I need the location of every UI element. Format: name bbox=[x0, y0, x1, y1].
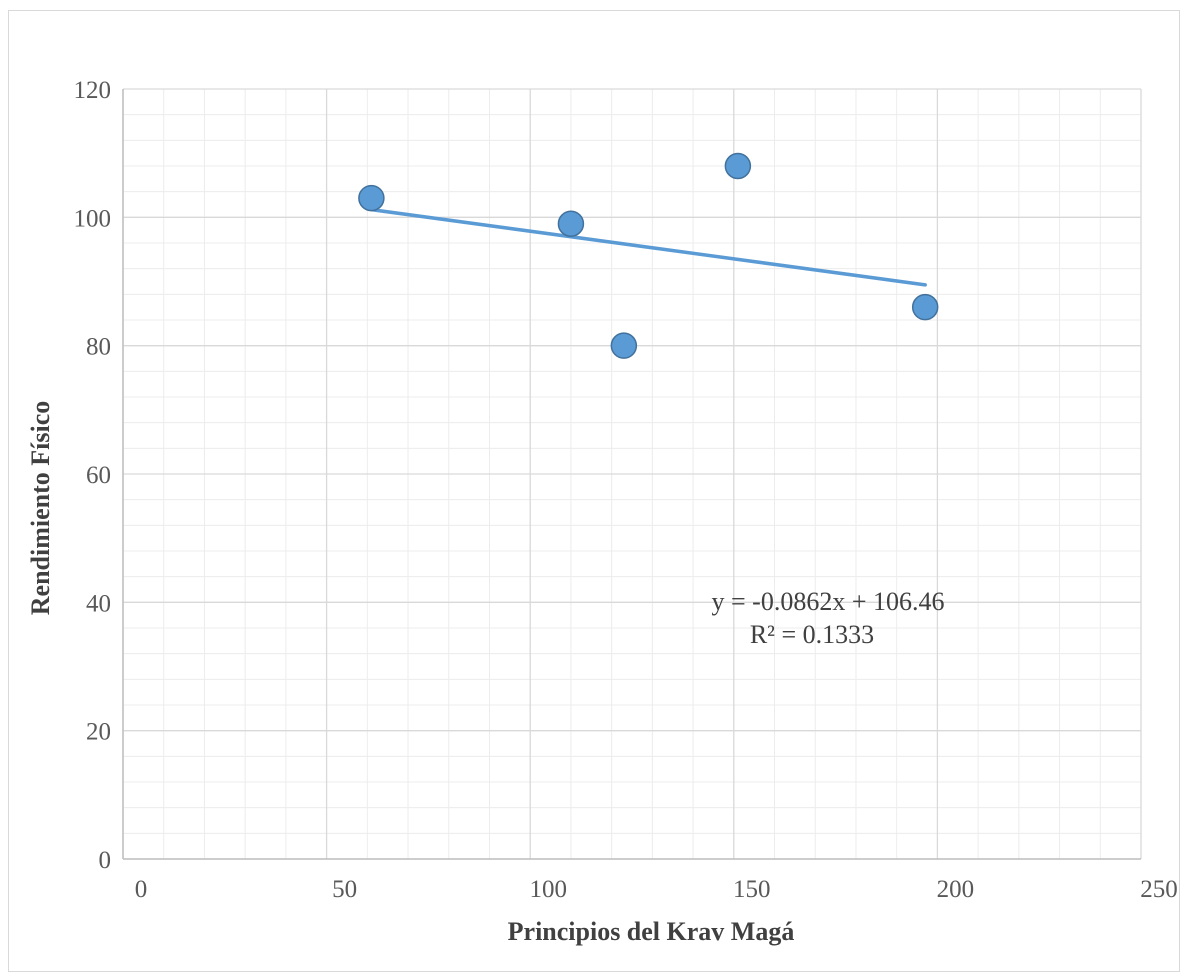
x-tick-label: 150 bbox=[733, 876, 771, 903]
x-axis-title: Principios del Krav Magá bbox=[508, 917, 795, 946]
x-tick-labels: 0 50 100 150 200 250 bbox=[135, 876, 1178, 903]
data-point bbox=[724, 152, 752, 180]
data-points bbox=[358, 152, 939, 359]
trendline-r-squared: R² = 0.1333 bbox=[750, 620, 874, 649]
x-tick-label: 100 bbox=[529, 876, 567, 903]
x-tick-label: 0 bbox=[135, 876, 148, 903]
y-tick-label: 100 bbox=[74, 205, 112, 232]
trendline-equation: y = -0.0862x + 106.46 bbox=[712, 587, 945, 616]
x-tick-label: 250 bbox=[1140, 876, 1178, 903]
data-point bbox=[610, 332, 638, 359]
data-point bbox=[557, 210, 585, 237]
data-point bbox=[358, 184, 385, 212]
y-tick-label: 0 bbox=[99, 847, 112, 874]
data-point bbox=[911, 293, 939, 321]
y-tick-labels: 0 20 40 60 80 100 120 bbox=[74, 77, 112, 874]
trendline bbox=[369, 207, 927, 287]
trendline-line bbox=[369, 207, 927, 287]
y-tick-label: 60 bbox=[86, 462, 111, 489]
axes bbox=[122, 89, 1141, 860]
y-axis-title: Rendimiento Físico bbox=[26, 401, 55, 616]
y-tick-label: 40 bbox=[86, 590, 111, 617]
x-tick-label: 50 bbox=[332, 876, 357, 903]
y-tick-label: 120 bbox=[74, 77, 112, 104]
y-tick-label: 20 bbox=[86, 719, 111, 746]
x-tick-label: 200 bbox=[937, 876, 975, 903]
major-gridlines bbox=[122, 88, 1142, 860]
chart-area bbox=[8, 10, 1180, 972]
y-tick-label: 80 bbox=[86, 334, 111, 361]
